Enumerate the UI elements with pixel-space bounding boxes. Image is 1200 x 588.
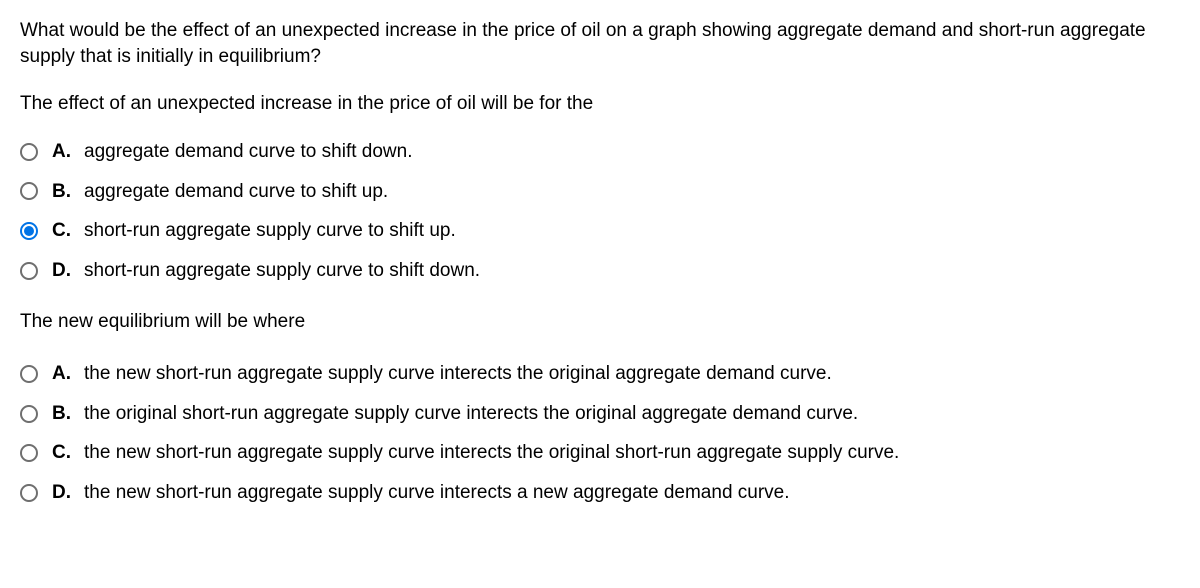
radio-icon[interactable] [20, 444, 38, 462]
radio-icon[interactable] [20, 484, 38, 502]
part1-option-a[interactable]: A. aggregate demand curve to shift down. [20, 139, 1180, 165]
option-text: aggregate demand curve to shift down. [84, 139, 412, 165]
option-text: aggregate demand curve to shift up. [84, 179, 388, 205]
option-letter: A. [52, 361, 74, 387]
option-text: the original short-run aggregate supply … [84, 401, 858, 427]
option-text: the new short-run aggregate supply curve… [84, 440, 899, 466]
radio-icon[interactable] [20, 262, 38, 280]
option-letter: B. [52, 401, 74, 427]
option-letter: B. [52, 179, 74, 205]
part1-options: A. aggregate demand curve to shift down.… [20, 139, 1180, 284]
part2-option-a[interactable]: A. the new short-run aggregate supply cu… [20, 361, 1180, 387]
option-letter: C. [52, 440, 74, 466]
part2-options: A. the new short-run aggregate supply cu… [20, 361, 1180, 506]
part1-option-c[interactable]: C. short-run aggregate supply curve to s… [20, 218, 1180, 244]
part2-option-c[interactable]: C. the new short-run aggregate supply cu… [20, 440, 1180, 466]
option-text: the new short-run aggregate supply curve… [84, 480, 790, 506]
radio-icon[interactable] [20, 143, 38, 161]
radio-icon[interactable] [20, 365, 38, 383]
option-letter: D. [52, 480, 74, 506]
part2-prompt: The new equilibrium will be where [20, 309, 1180, 335]
option-letter: C. [52, 218, 74, 244]
part2-option-d[interactable]: D. the new short-run aggregate supply cu… [20, 480, 1180, 506]
part1-option-b[interactable]: B. aggregate demand curve to shift up. [20, 179, 1180, 205]
option-text: the new short-run aggregate supply curve… [84, 361, 832, 387]
part1-prompt: The effect of an unexpected increase in … [20, 91, 1180, 117]
question-text: What would be the effect of an unexpecte… [20, 18, 1180, 69]
option-text: short-run aggregate supply curve to shif… [84, 218, 456, 244]
radio-icon[interactable] [20, 405, 38, 423]
option-letter: D. [52, 258, 74, 284]
part1-option-d[interactable]: D. short-run aggregate supply curve to s… [20, 258, 1180, 284]
part2-option-b[interactable]: B. the original short-run aggregate supp… [20, 401, 1180, 427]
option-letter: A. [52, 139, 74, 165]
radio-icon[interactable] [20, 182, 38, 200]
option-text: short-run aggregate supply curve to shif… [84, 258, 480, 284]
radio-icon[interactable] [20, 222, 38, 240]
